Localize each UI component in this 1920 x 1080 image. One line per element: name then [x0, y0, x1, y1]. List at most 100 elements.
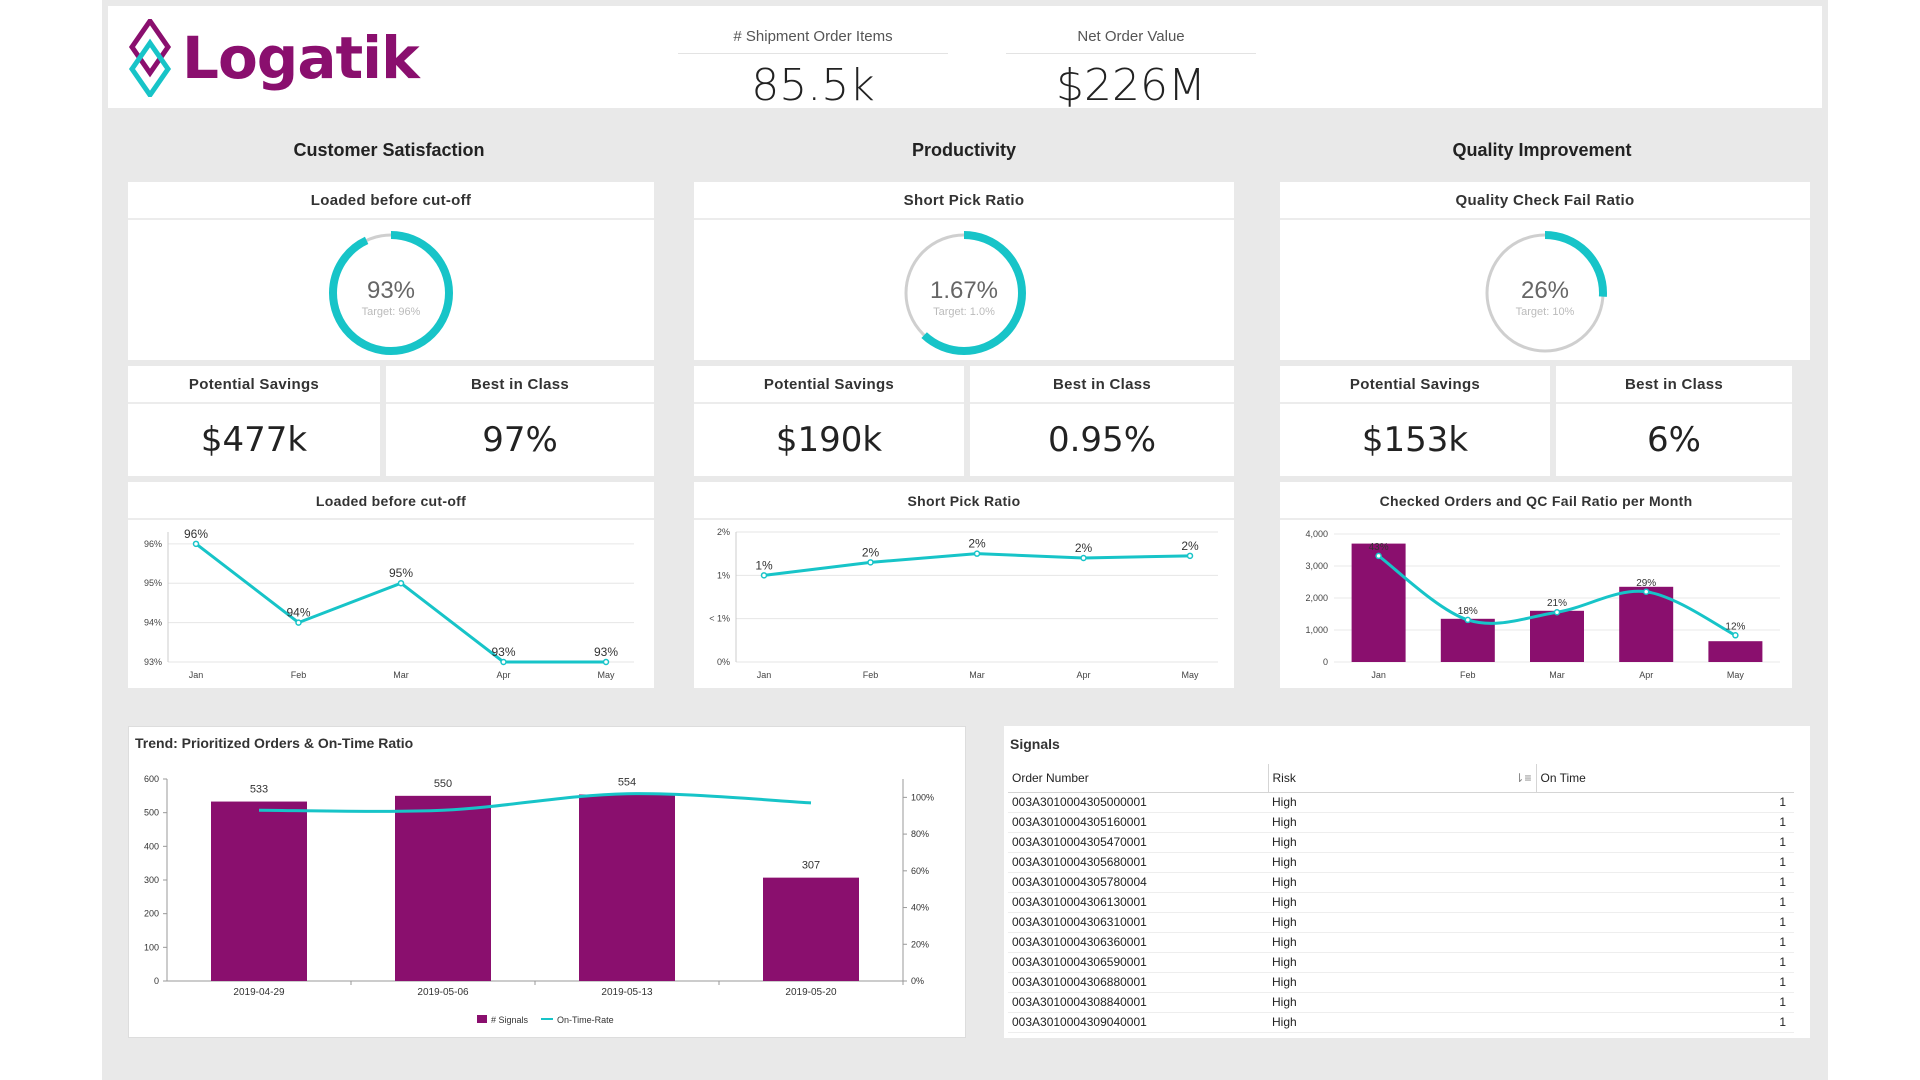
gauge-value: 93%: [367, 277, 415, 304]
data-point: [973, 550, 981, 557]
logo-text: Logatik: [182, 24, 420, 92]
legend: # Signals On-Time-Rate: [477, 1015, 614, 1025]
x-tick-label: 2019-05-06: [417, 987, 469, 998]
table-row[interactable]: 003A3010004306360001 High 1: [1008, 932, 1794, 953]
gauge: 1.67% Target: 1.0%: [902, 231, 1026, 355]
data-point: [397, 579, 405, 587]
y2-tick-label: 100%: [911, 792, 934, 802]
gauge-arc: [902, 231, 1026, 355]
bar: [763, 877, 859, 981]
gauge-card[interactable]: Loaded before cut-off 93% Target: 96%: [128, 182, 654, 360]
section-quality-improvement: Quality Improvement Quality Check Fail R…: [1262, 110, 1822, 700]
column-header-order-number[interactable]: Order Number: [1008, 764, 1268, 793]
data-label: 95%: [389, 566, 413, 580]
bar-value-label: 307: [802, 860, 820, 872]
risk-cell: High: [1268, 972, 1536, 993]
column-header-on-time[interactable]: On Time: [1535, 764, 1794, 793]
order-number-cell: 003A3010004305680001: [1008, 852, 1268, 873]
best-in-class-card[interactable]: Best in Class 6%: [1556, 366, 1792, 476]
order-number-cell: 003A3010004306880001: [1008, 972, 1268, 993]
gauge-card[interactable]: Short Pick Ratio 1.67% Target: 1.0%: [694, 182, 1234, 360]
table-row[interactable]: 003A3010004306590001 High 1: [1008, 952, 1794, 973]
order-number-cell: 003A3010004306310001: [1008, 912, 1268, 933]
potential-savings-label: Potential Savings: [1280, 366, 1550, 404]
gauge-card-title: Quality Check Fail Ratio: [1280, 182, 1810, 220]
table-row[interactable]: 003A3010004305780004 High 1: [1008, 872, 1794, 893]
data-point: [1375, 552, 1382, 560]
table-row[interactable]: 003A3010004305160001 High 1: [1008, 812, 1794, 833]
kpi-net-order-value: Net Order Value $226M: [1006, 28, 1256, 111]
y-tick-label: 3,000: [1305, 561, 1328, 571]
bar: [1440, 618, 1495, 662]
sort-icon[interactable]: ⇂≡: [1514, 770, 1532, 785]
table-row[interactable]: 003A3010004308840001 High 1: [1008, 992, 1794, 1013]
bar: [579, 794, 675, 981]
y-tick-label: 0: [1323, 657, 1328, 667]
x-tick-label: May: [1181, 670, 1199, 680]
potential-savings-value: $153k: [1361, 420, 1469, 460]
order-number-cell: 003A3010004305160001: [1008, 812, 1268, 833]
y-tick-label: 1%: [717, 570, 730, 580]
data-point: [1732, 632, 1739, 639]
on-time-cell: 1: [1536, 992, 1794, 1013]
trend-chart-card[interactable]: Loaded before cut-off 93% 94% 95% 96% Jan Feb…: [128, 482, 654, 688]
legend-label-ontime: On-Time-Rate: [557, 1015, 614, 1025]
data-label: 43%: [1369, 542, 1389, 553]
column-header-risk[interactable]: Risk ⇂≡: [1267, 764, 1536, 793]
on-time-cell: 1: [1536, 1012, 1794, 1033]
data-point: [1464, 616, 1472, 624]
risk-cell: High: [1268, 992, 1536, 1013]
potential-savings-card[interactable]: Potential Savings $153k: [1280, 366, 1550, 476]
risk-cell: High: [1268, 952, 1536, 973]
signals-panel: Signals Order Number Risk ⇂≡ On Time 003A…: [1004, 726, 1810, 1038]
data-point: [1080, 554, 1087, 562]
series-line: [258, 792, 812, 813]
data-label: 2%: [1075, 541, 1093, 555]
data-point: [867, 559, 874, 566]
y-tick-label: 0: [154, 976, 159, 986]
on-time-cell: 1: [1536, 952, 1794, 973]
on-time-cell: 1: [1536, 812, 1794, 833]
x-tick-label: Mar: [1549, 670, 1565, 680]
x-tick-label: Feb: [1460, 670, 1476, 680]
gauge-card[interactable]: Quality Check Fail Ratio 26% Target: 10%: [1280, 182, 1810, 360]
table-row[interactable]: 003A3010004305000001 High 1: [1008, 792, 1794, 813]
kpi-label: Net Order Value: [1006, 28, 1256, 54]
gauge-arc: [329, 231, 453, 355]
table-row[interactable]: 003A3010004306310001 High 1: [1008, 912, 1794, 933]
line-chart-short-pick: 0% < 1% 1% 2% Jan Feb Mar Apr May 1% 2% 2% 2% 2%: [709, 527, 1218, 680]
risk-cell: High: [1268, 872, 1536, 893]
data-label: 96%: [184, 527, 208, 541]
best-in-class-label: Best in Class: [386, 366, 654, 404]
bar: [1619, 586, 1674, 662]
y-tick-label: 2%: [717, 527, 730, 537]
combo-chart-qc: 0 1,000 2,000 3,000 4,000 Jan Feb Mar Apr May 43% 1…: [1305, 529, 1780, 680]
on-time-cell: 1: [1536, 852, 1794, 873]
table-row[interactable]: 003A3010004305470001 High 1: [1008, 832, 1794, 853]
trend-panel[interactable]: Trend: Prioritized Orders & On-Time Rati…: [128, 726, 966, 1038]
table-row[interactable]: 003A3010004306880001 High 1: [1008, 972, 1794, 993]
x-tick-label: Mar: [393, 670, 409, 680]
x-tick-label: May: [597, 670, 615, 680]
x-tick-label: Jan: [757, 670, 772, 680]
potential-savings-card[interactable]: Potential Savings $477k: [128, 366, 380, 476]
y2-tick-label: 0%: [911, 976, 924, 986]
trend-chart-card[interactable]: Checked Orders and QC Fail Ratio per Mon…: [1280, 482, 1792, 688]
order-number-cell: 003A3010004306590001: [1008, 952, 1268, 973]
y-tick-label: 600: [144, 774, 159, 784]
table-row[interactable]: 003A3010004305680001 High 1: [1008, 852, 1794, 873]
gauge-target: Target: 96%: [362, 306, 421, 318]
y2-tick-label: 60%: [911, 866, 929, 876]
data-point: [192, 540, 200, 548]
trend-chart-card[interactable]: Short Pick Ratio 0% < 1% 1% 2% Jan Feb Mar Apr M…: [694, 482, 1234, 688]
table-row[interactable]: 003A3010004306130001 High 1: [1008, 892, 1794, 913]
data-label: 2%: [862, 545, 880, 559]
x-tick-label: Mar: [969, 670, 985, 680]
data-label: 93%: [491, 645, 515, 659]
kpi-value: 85.5k: [751, 60, 875, 111]
table-row[interactable]: 003A3010004309040001 High 1: [1008, 1012, 1794, 1033]
logo[interactable]: Logatik: [128, 18, 420, 98]
best-in-class-card[interactable]: Best in Class 97%: [386, 366, 654, 476]
best-in-class-card[interactable]: Best in Class 0.95%: [970, 366, 1234, 476]
potential-savings-card[interactable]: Potential Savings $190k: [694, 366, 964, 476]
